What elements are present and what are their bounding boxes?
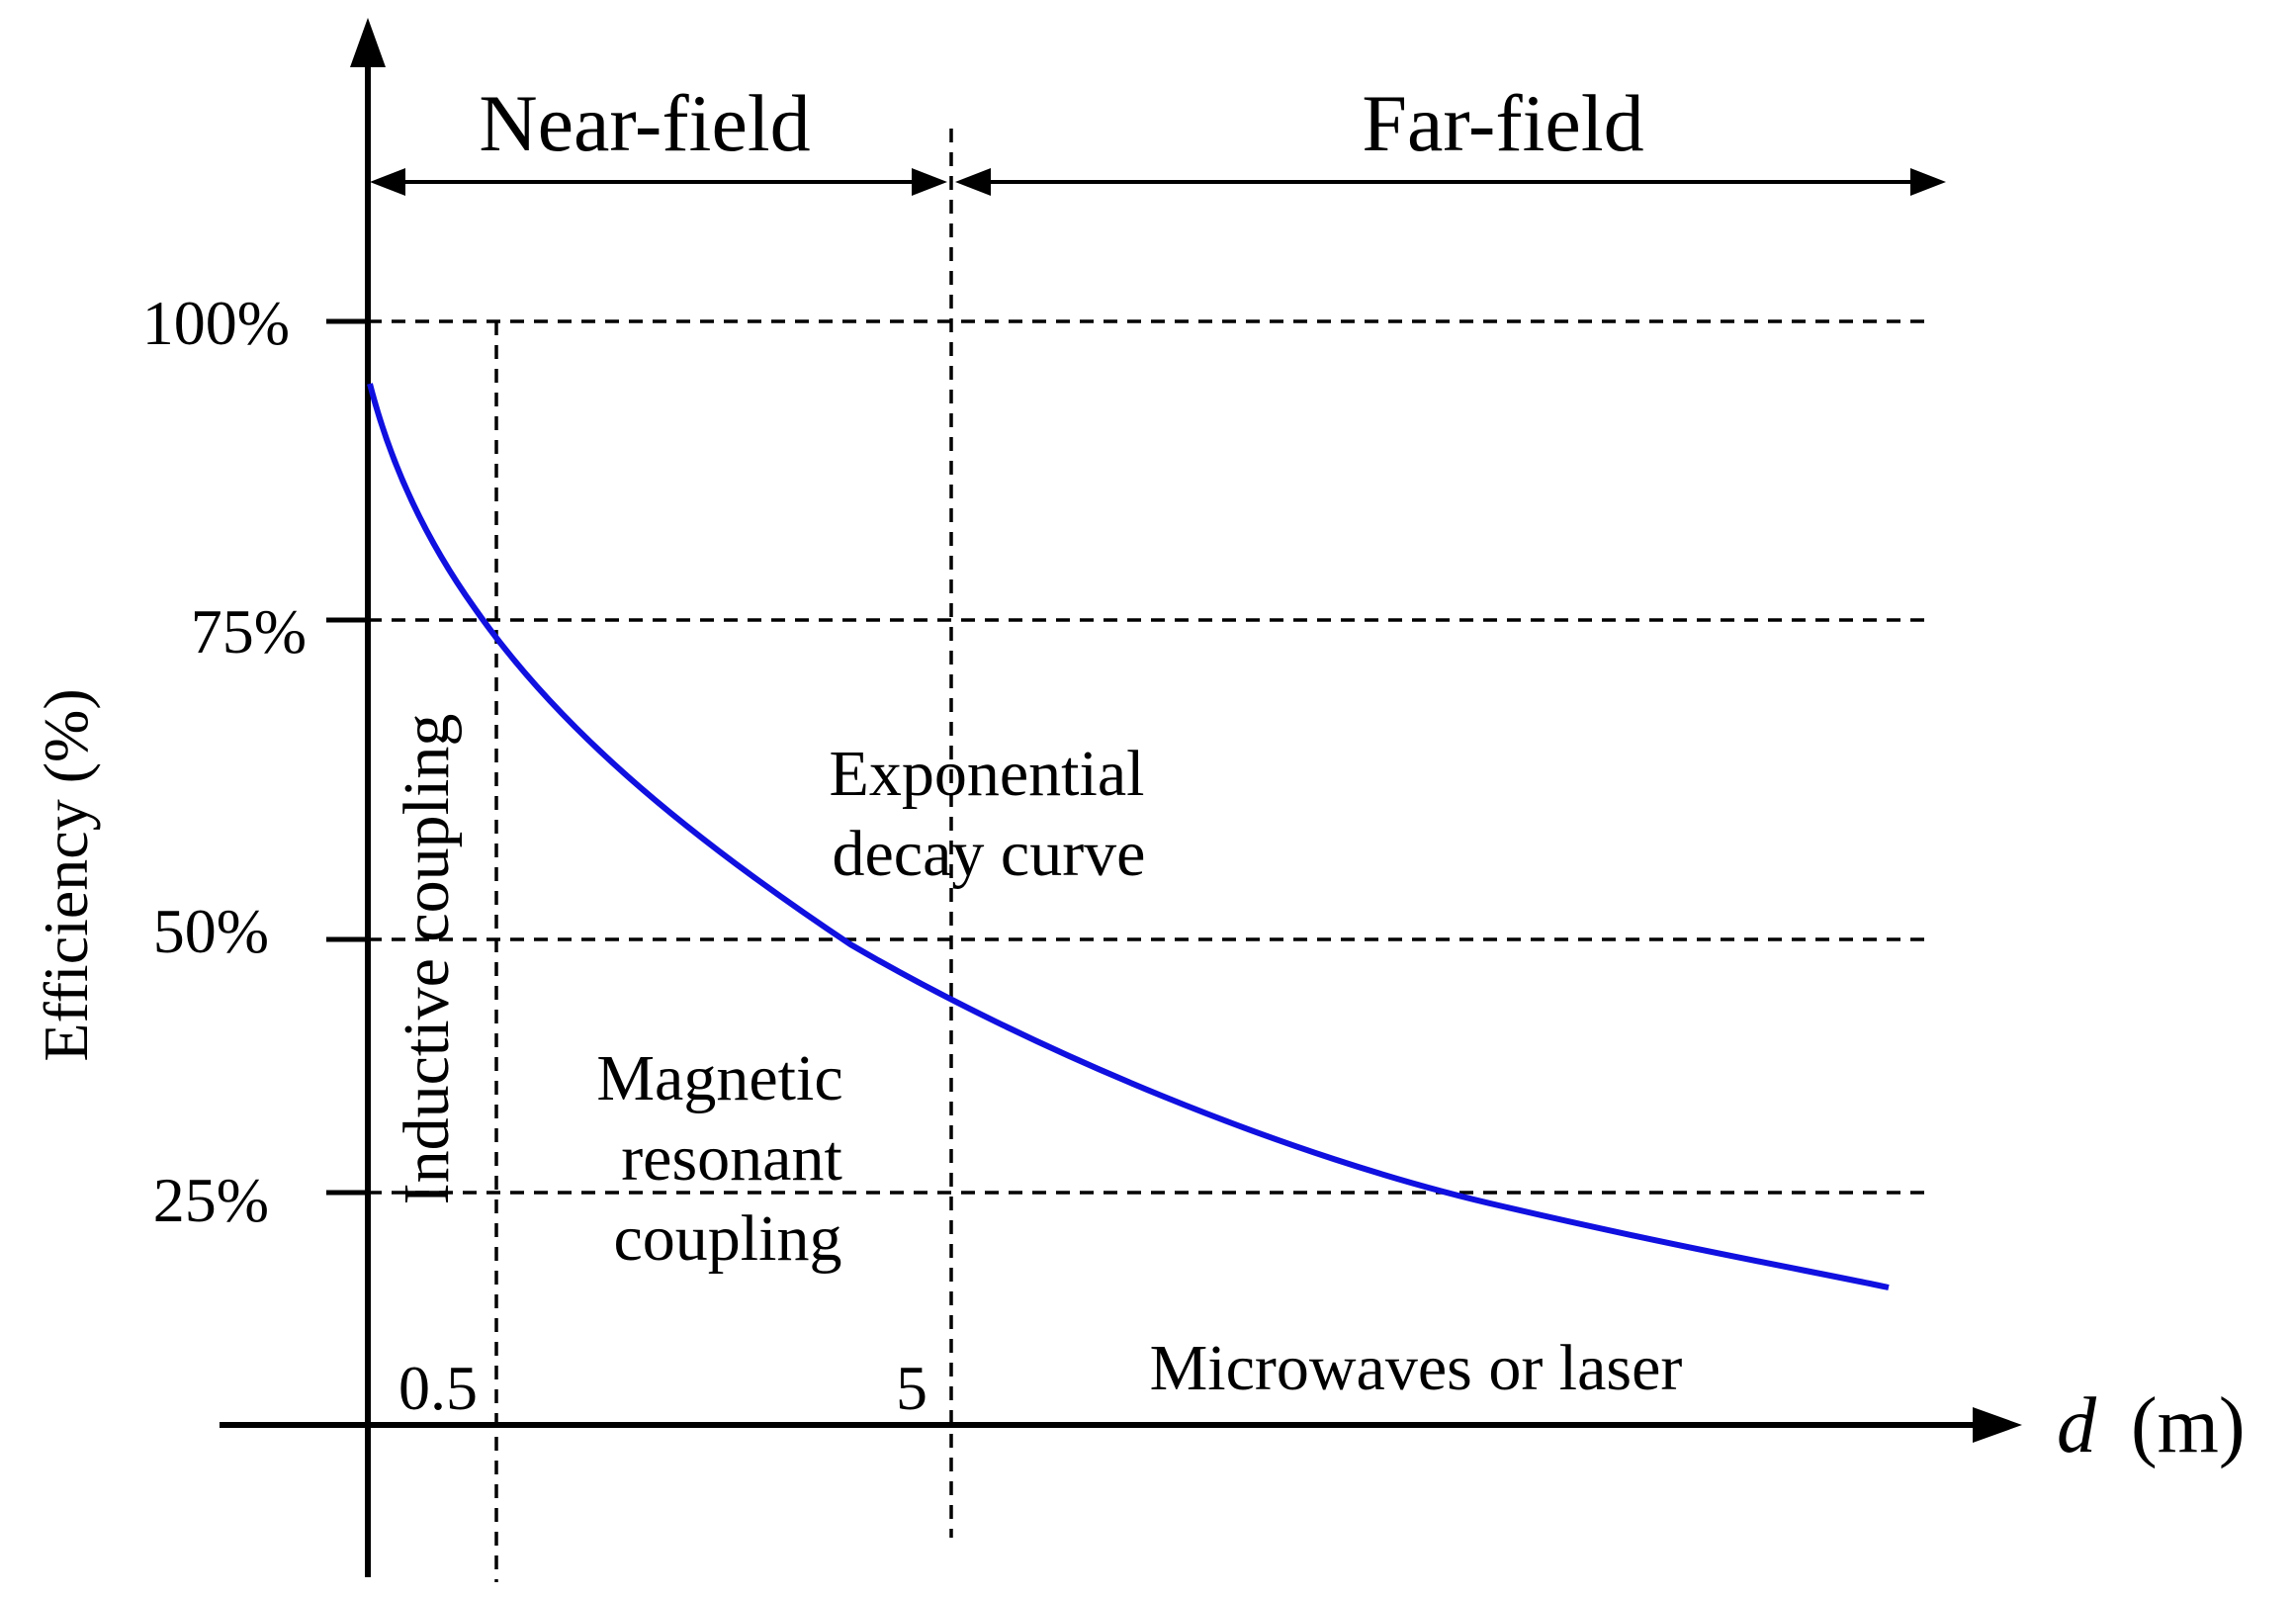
efficiency-decay-curve (367, 383, 1890, 1290)
near-field-arrowhead-right (912, 168, 947, 196)
magnetic-label-line2: resonant (621, 1122, 842, 1195)
far-field-label: Far-field (1362, 78, 1643, 168)
inductive-coupling-label: Inductive coupling (391, 714, 463, 1205)
near-field-label: Near-field (479, 78, 810, 168)
x-tick-label-0-5: 0.5 (398, 1353, 478, 1423)
microwaves-label: Microwaves or laser (1150, 1332, 1683, 1404)
y-axis-title: Efficiency (%) (31, 688, 101, 1061)
y-tick-label-25: 25% (153, 1165, 269, 1235)
magnetic-label-line3: coupling (614, 1202, 842, 1275)
y-tick-label-75: 75% (191, 596, 307, 666)
y-tick-label-100: 100% (142, 288, 290, 358)
x-axis-variable: d (2057, 1382, 2097, 1469)
near-field-arrowhead-left (370, 168, 405, 196)
y-tick-label-50: 50% (153, 896, 269, 966)
exponential-label-line1: Exponential (830, 738, 1145, 810)
x-axis-arrowhead (1973, 1407, 2022, 1443)
y-axis-arrowhead (350, 18, 386, 67)
far-field-arrowhead-right (1910, 168, 1946, 196)
exponential-label-line2: decay curve (833, 818, 1146, 890)
x-axis-unit: (m) (2131, 1382, 2246, 1469)
far-field-arrowhead-left (955, 168, 991, 196)
x-tick-label-5: 5 (896, 1353, 927, 1423)
magnetic-label-line1: Magnetic (596, 1042, 842, 1114)
